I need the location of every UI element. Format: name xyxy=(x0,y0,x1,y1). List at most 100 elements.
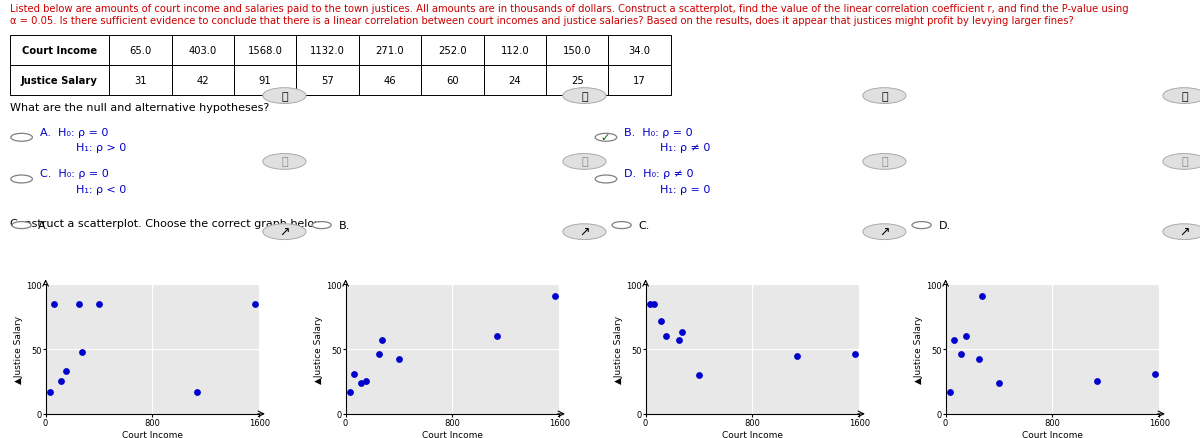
X-axis label: Court Income: Court Income xyxy=(722,430,782,438)
Point xyxy=(641,300,660,307)
Text: 42: 42 xyxy=(197,76,209,85)
Point xyxy=(356,378,376,385)
X-axis label: Court Income: Court Income xyxy=(122,430,182,438)
Text: D.  H₀: ρ ≠ 0: D. H₀: ρ ≠ 0 xyxy=(624,169,694,179)
Point xyxy=(1145,371,1164,378)
Point xyxy=(370,351,389,358)
Circle shape xyxy=(912,222,931,229)
Bar xyxy=(359,36,421,66)
Bar xyxy=(421,66,484,95)
Text: C.: C. xyxy=(638,221,649,230)
Bar xyxy=(10,66,109,95)
Point xyxy=(672,329,691,336)
Point xyxy=(44,300,64,307)
Bar xyxy=(234,36,296,66)
Point xyxy=(956,333,976,340)
Point xyxy=(845,351,864,358)
Text: ↗: ↗ xyxy=(1180,226,1189,239)
Point xyxy=(90,300,109,307)
Circle shape xyxy=(11,176,32,184)
Circle shape xyxy=(595,134,617,142)
Point xyxy=(72,348,91,355)
Point xyxy=(41,389,60,396)
Point xyxy=(1087,378,1106,385)
Text: 31: 31 xyxy=(134,76,146,85)
Bar xyxy=(359,66,421,95)
Text: 46: 46 xyxy=(384,76,396,85)
Point xyxy=(70,300,89,307)
Bar xyxy=(172,36,234,66)
Circle shape xyxy=(312,222,331,229)
Point xyxy=(972,293,991,300)
Text: 150.0: 150.0 xyxy=(563,46,592,56)
Circle shape xyxy=(563,88,606,104)
Bar xyxy=(608,36,671,66)
Text: 1132.0: 1132.0 xyxy=(310,46,346,56)
Text: ✓: ✓ xyxy=(601,133,610,143)
Circle shape xyxy=(595,176,617,184)
Circle shape xyxy=(563,224,606,240)
Bar xyxy=(10,36,109,66)
Text: 60: 60 xyxy=(446,76,458,85)
Text: H₁: ρ ≠ 0: H₁: ρ ≠ 0 xyxy=(660,143,710,152)
Point xyxy=(990,379,1009,386)
Point xyxy=(350,379,370,386)
Bar xyxy=(546,36,608,66)
Point xyxy=(941,389,960,396)
Text: 🔍: 🔍 xyxy=(881,157,888,167)
Point xyxy=(787,352,806,359)
Text: ↗: ↗ xyxy=(880,226,889,239)
Bar xyxy=(484,66,546,95)
Text: α = 0.05. Is there sufficient evidence to conclude that there is a linear correl: α = 0.05. Is there sufficient evidence t… xyxy=(10,16,1073,26)
Text: 24: 24 xyxy=(509,76,521,85)
Point xyxy=(650,318,670,325)
Circle shape xyxy=(263,154,306,170)
Bar xyxy=(109,36,172,66)
Text: 34.0: 34.0 xyxy=(629,46,650,56)
Circle shape xyxy=(612,222,631,229)
Point xyxy=(950,351,970,358)
Text: H₁: ρ > 0: H₁: ρ > 0 xyxy=(76,143,126,152)
Text: 🔍: 🔍 xyxy=(281,92,288,101)
Point xyxy=(656,333,676,340)
Y-axis label: ▲Justice Salary: ▲Justice Salary xyxy=(14,315,23,383)
Text: 🔍: 🔍 xyxy=(581,157,588,167)
Text: H₁: ρ < 0: H₁: ρ < 0 xyxy=(76,184,126,194)
Circle shape xyxy=(1163,88,1200,104)
Circle shape xyxy=(1163,154,1200,170)
Point xyxy=(944,337,964,344)
Circle shape xyxy=(12,222,31,229)
Text: 25: 25 xyxy=(571,76,583,85)
Point xyxy=(690,371,709,378)
Text: D.: D. xyxy=(938,221,950,230)
Circle shape xyxy=(563,154,606,170)
Text: What are the null and alternative hypotheses?: What are the null and alternative hypoth… xyxy=(10,103,269,113)
Text: B.: B. xyxy=(338,221,349,230)
Text: Construct a scatterplot. Choose the correct graph below.: Construct a scatterplot. Choose the corr… xyxy=(10,219,325,229)
Text: 1568.0: 1568.0 xyxy=(247,46,283,56)
Text: 🔍: 🔍 xyxy=(281,157,288,167)
Point xyxy=(970,356,989,363)
Text: ↗: ↗ xyxy=(280,226,289,239)
X-axis label: Court Income: Court Income xyxy=(1022,430,1082,438)
Point xyxy=(487,333,506,340)
Point xyxy=(390,356,409,363)
Text: 65.0: 65.0 xyxy=(130,46,151,56)
Text: 🔍: 🔍 xyxy=(1181,157,1188,167)
Circle shape xyxy=(263,224,306,240)
Text: Listed below are amounts of court income and salaries paid to the town justices.: Listed below are amounts of court income… xyxy=(10,4,1128,14)
Text: 17: 17 xyxy=(634,76,646,85)
Text: 91: 91 xyxy=(259,76,271,85)
Text: 112.0: 112.0 xyxy=(500,46,529,56)
Bar xyxy=(109,66,172,95)
Bar xyxy=(296,66,359,95)
Point xyxy=(545,293,564,300)
Point xyxy=(50,378,70,385)
Bar xyxy=(608,66,671,95)
Point xyxy=(344,371,364,378)
Text: Court Income: Court Income xyxy=(22,46,97,56)
Point xyxy=(644,300,664,307)
Text: H₁: ρ = 0: H₁: ρ = 0 xyxy=(660,184,710,194)
Point xyxy=(56,368,76,375)
Circle shape xyxy=(863,154,906,170)
